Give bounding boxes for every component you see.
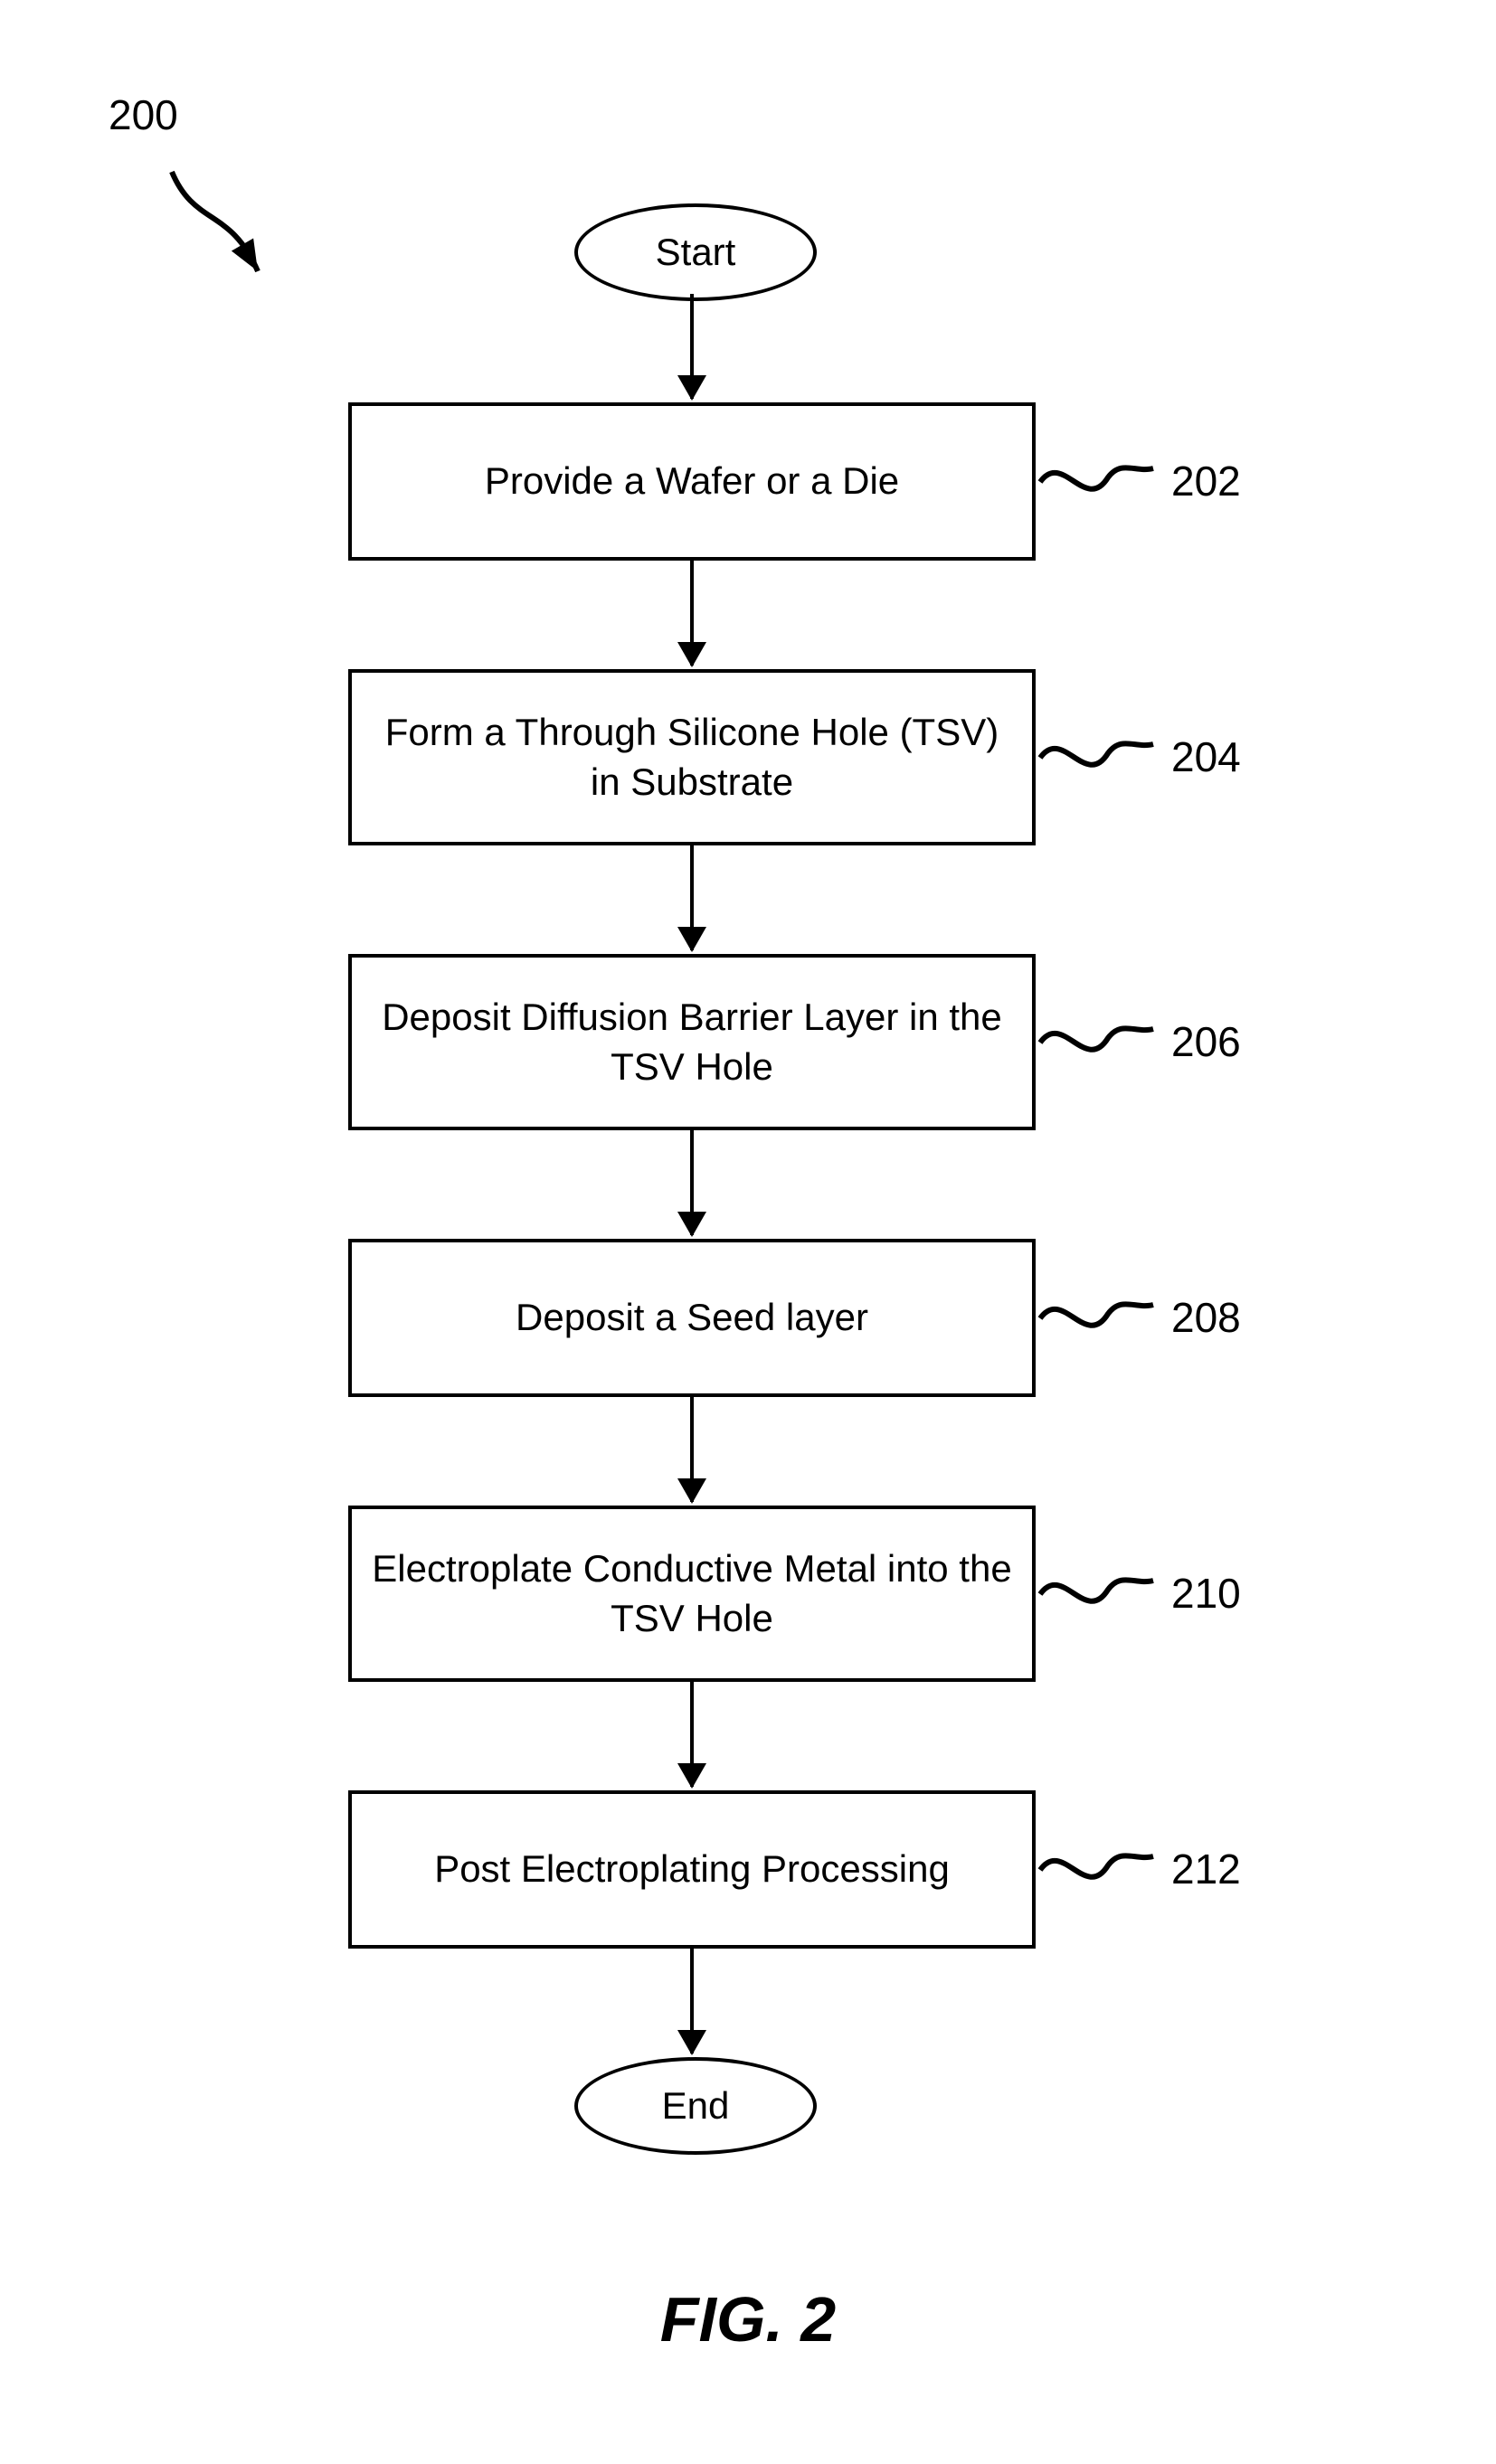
flow-node-label: Deposit Diffusion Barrier Layer in the T…	[370, 993, 1014, 1091]
flow-node-n208: Deposit a Seed layer	[348, 1239, 1036, 1397]
ref-connector-206	[1036, 1006, 1171, 1079]
flow-node-label: Post Electroplating Processing	[434, 1845, 950, 1894]
flow-node-label: Deposit a Seed layer	[516, 1293, 868, 1343]
ref-label-204: 204	[1171, 732, 1241, 781]
flow-node-label: Electroplate Conductive Metal into the T…	[370, 1544, 1014, 1643]
ref-connector-202	[1036, 446, 1171, 518]
flow-node-label: Form a Through Silicone Hole (TSV) in Su…	[370, 708, 1014, 807]
flow-arrow-n204-n206	[690, 845, 694, 950]
ref-label-208: 208	[1171, 1293, 1241, 1342]
ref-connector-208	[1036, 1282, 1171, 1355]
ref-label-212: 212	[1171, 1845, 1241, 1893]
ref-label-206: 206	[1171, 1017, 1241, 1066]
flow-node-label: Start	[656, 231, 736, 274]
ref-connector-210	[1036, 1558, 1171, 1630]
ref-label-210: 210	[1171, 1569, 1241, 1618]
flow-arrow-start-n202	[690, 294, 694, 399]
ref-connector-212	[1036, 1834, 1171, 1906]
flow-arrow-n208-n210	[690, 1397, 694, 1502]
ref-connector-204	[1036, 722, 1171, 794]
ref-200-arrow	[0, 0, 362, 362]
flow-arrow-n210-n212	[690, 1682, 694, 1787]
figure-caption: FIG. 2	[660, 2283, 836, 2355]
flow-node-n204: Form a Through Silicone Hole (TSV) in Su…	[348, 669, 1036, 845]
flow-node-n210: Electroplate Conductive Metal into the T…	[348, 1506, 1036, 1682]
flow-node-start: Start	[574, 203, 817, 301]
flow-node-n206: Deposit Diffusion Barrier Layer in the T…	[348, 954, 1036, 1130]
flow-arrow-n202-n204	[690, 561, 694, 666]
flowchart-page: 200 FIG. 2 StartProvide a Wafer or a Die…	[0, 0, 1496, 2464]
flow-node-end: End	[574, 2057, 817, 2155]
flow-arrow-n212-end	[690, 1949, 694, 2053]
flow-arrow-n206-n208	[690, 1130, 694, 1235]
ref-label-202: 202	[1171, 457, 1241, 505]
flow-node-n202: Provide a Wafer or a Die	[348, 402, 1036, 561]
flow-node-n212: Post Electroplating Processing	[348, 1790, 1036, 1949]
flow-node-label: End	[662, 2084, 730, 2128]
flow-node-label: Provide a Wafer or a Die	[485, 457, 899, 506]
